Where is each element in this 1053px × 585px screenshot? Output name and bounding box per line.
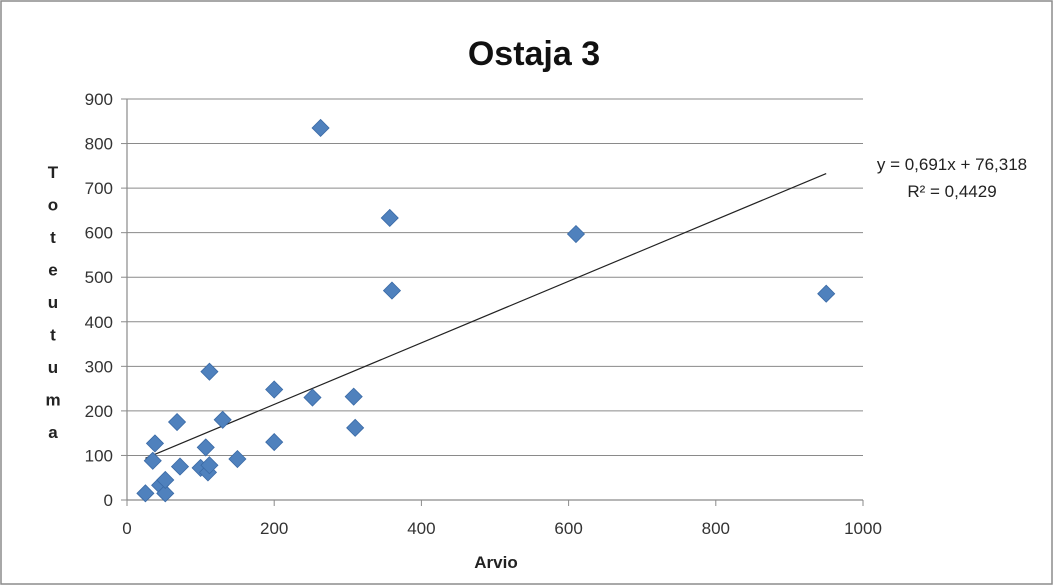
x-tick-label: 600 [554,519,582,538]
axes [121,98,864,506]
data-point [817,284,836,303]
data-point [265,380,284,399]
x-tick-label: 0 [122,519,131,538]
data-point [303,388,322,407]
data-point [156,484,175,503]
y-tick-label: 300 [85,357,113,376]
x-axis-title: Arvio [474,553,517,572]
trendline [145,172,827,459]
y-tick-label: 0 [104,491,113,510]
chart-title: Ostaja 3 [468,35,600,73]
data-point [196,438,215,457]
y-tick-label: 500 [85,268,113,287]
data-point [143,451,162,470]
x-tick-label: 800 [702,519,730,538]
y-tick-label: 900 [85,90,113,109]
trendline-group [145,172,827,459]
gridlines [127,98,863,456]
data-point [380,208,399,228]
tick-labels: 0 100 200 300 400 500 600 700 800 900 0 200 400 600 80… [85,90,882,538]
data-point [170,457,190,476]
data-point [566,224,586,244]
x-tick-label: 200 [260,519,288,538]
data-point [213,410,232,429]
data-point [167,412,187,432]
data-point [346,418,365,437]
data-point [344,387,363,406]
data-point [156,470,175,490]
trendline-r-squared: R² = 0,4429 [907,182,996,201]
data-point [228,449,247,469]
data-point [382,281,402,300]
y-tick-label: 200 [85,402,113,421]
data-point [265,433,284,452]
y-tick-label: 400 [85,313,113,332]
y-tick-label: 600 [85,224,113,243]
data-point [311,118,330,138]
data-point [145,434,165,453]
x-tick-label: 1000 [844,519,882,538]
data-point [200,456,219,475]
y-tick-label: 800 [85,135,113,154]
y-tick-label: 700 [85,179,113,198]
data-points [136,118,836,503]
y-tick-label: 100 [85,446,113,465]
data-point [136,484,155,503]
trendline-equation: y = 0,691x + 76,318 [877,155,1027,174]
x-tick-label: 400 [407,519,435,538]
data-point [200,362,219,381]
